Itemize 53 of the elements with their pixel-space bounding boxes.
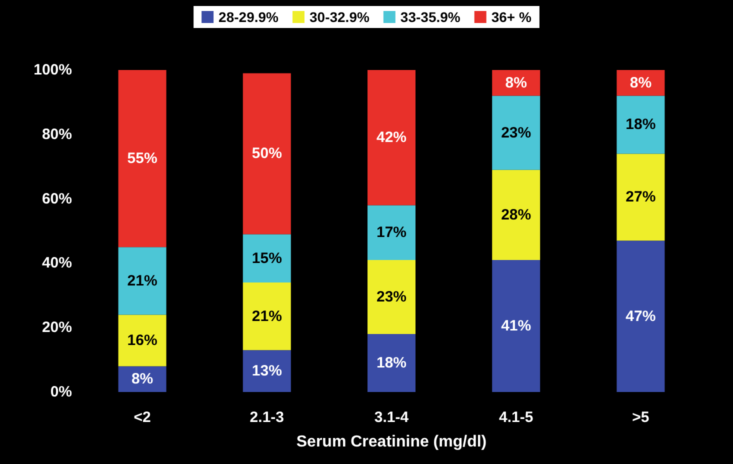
data-label: 23% — [501, 124, 532, 142]
data-label: 15% — [252, 250, 282, 267]
y-tick-label: 0% — [50, 384, 72, 400]
bar — [492, 260, 540, 392]
data-label: 8% — [505, 74, 527, 92]
bar — [368, 205, 416, 260]
bar — [492, 170, 540, 260]
data-label: 13% — [252, 362, 282, 380]
bar — [368, 260, 416, 334]
bar — [118, 247, 166, 315]
y-tick-label: 20% — [42, 319, 72, 336]
data-label: 17% — [376, 224, 407, 242]
data-label: 42% — [376, 129, 407, 146]
bar — [242, 234, 291, 283]
legend-label: 33-35.9% — [400, 9, 461, 25]
x-axis-title: Serum Creatinine (mg/dl) — [296, 434, 487, 450]
x-tick-label: >5 — [632, 409, 650, 426]
legend-label: 28-29.9% — [218, 9, 280, 25]
x-tick-label: <2 — [134, 409, 151, 426]
data-label: 18% — [626, 116, 656, 134]
data-label: 47% — [626, 308, 656, 325]
bar — [492, 96, 540, 170]
data-label: 18% — [376, 354, 407, 372]
y-tick-label: 40% — [42, 254, 72, 272]
data-label: 21% — [127, 272, 158, 290]
data-label: 16% — [127, 332, 158, 349]
data-label: 23% — [376, 288, 407, 306]
x-tick-label: 3.1-4 — [374, 409, 410, 426]
legend-label: 30-32.9% — [309, 9, 370, 25]
data-label: 55% — [127, 150, 158, 168]
y-tick-label: 100% — [34, 62, 72, 78]
data-label: 41% — [501, 317, 532, 334]
y-tick-label: 60% — [42, 190, 72, 208]
legend-label: 36+ % — [491, 9, 532, 25]
bar — [616, 240, 665, 392]
bar — [616, 154, 665, 241]
data-label: 28% — [501, 206, 532, 224]
bar — [118, 70, 166, 248]
bar — [242, 350, 291, 392]
x-tick-label: 2.1-3 — [250, 409, 284, 426]
bar — [616, 96, 665, 154]
data-label: 50% — [252, 145, 282, 162]
bar — [368, 334, 416, 392]
bar — [368, 70, 416, 206]
data-label: 8% — [630, 74, 652, 92]
data-label: 27% — [626, 188, 656, 206]
bar — [242, 282, 291, 350]
bar — [242, 73, 291, 234]
data-label: 8% — [131, 370, 154, 388]
bar — [118, 314, 166, 366]
data-label: 21% — [252, 308, 282, 325]
y-tick-label: 80% — [42, 126, 72, 143]
x-tick-label: 4.1-5 — [499, 409, 534, 426]
